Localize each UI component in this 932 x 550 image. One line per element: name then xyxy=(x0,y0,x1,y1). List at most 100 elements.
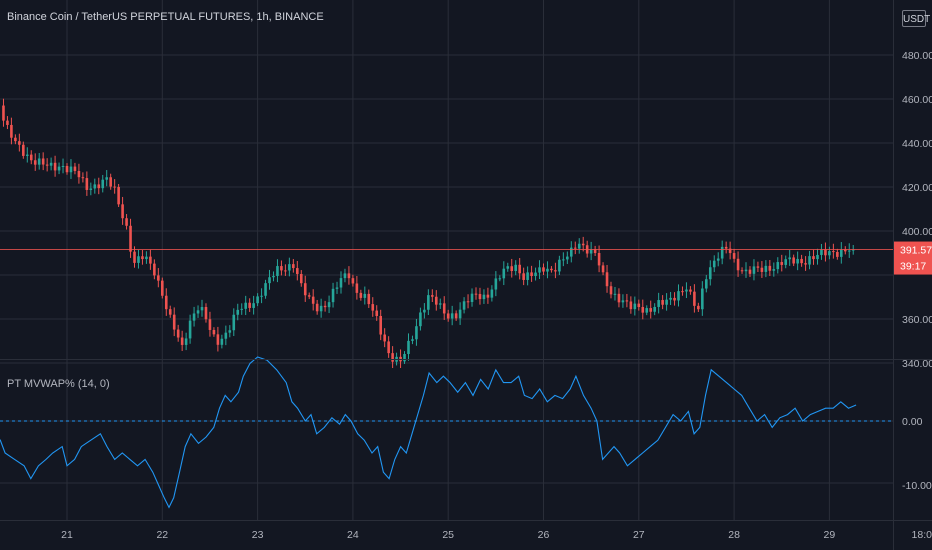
candle-body xyxy=(828,251,831,256)
price-tick-label: 420.00 xyxy=(902,182,932,194)
candle-body xyxy=(685,289,688,292)
candle-body xyxy=(25,154,29,156)
candle-body xyxy=(335,287,339,289)
candle-body xyxy=(200,307,204,311)
candle-body xyxy=(22,144,25,156)
candle-body xyxy=(661,300,664,305)
candle-body xyxy=(613,293,617,295)
candle-body xyxy=(681,291,684,293)
candle-body xyxy=(355,283,359,293)
candle-body xyxy=(530,272,533,277)
candle-body xyxy=(843,249,847,252)
candle-body xyxy=(851,249,855,251)
candle-body xyxy=(669,297,672,300)
candle-body xyxy=(637,303,641,308)
candle-body xyxy=(323,305,327,308)
candle-body xyxy=(526,272,529,280)
candle-body xyxy=(121,204,124,219)
candle-body xyxy=(466,301,470,303)
candle-body xyxy=(351,278,355,284)
candle-body xyxy=(792,257,795,264)
candle-body xyxy=(109,177,112,187)
candle-body xyxy=(740,270,744,272)
candle-body xyxy=(49,162,53,166)
candle-body xyxy=(129,225,132,252)
candle-body xyxy=(33,160,37,165)
price-tick-label: 440.00 xyxy=(902,138,932,150)
candle-body xyxy=(85,178,89,190)
indicator-title[interactable]: PT MVWAP% (14, 0) xyxy=(7,378,110,390)
candle-body xyxy=(69,166,73,173)
candle-body xyxy=(609,286,613,295)
candle-body xyxy=(73,166,77,171)
candle-body xyxy=(204,307,208,320)
candle-body xyxy=(474,293,478,295)
candle-body xyxy=(101,179,105,189)
candle-body xyxy=(712,260,716,268)
time-tick-label: 29 xyxy=(824,529,836,541)
candle-body xyxy=(331,288,335,303)
candle-body xyxy=(252,303,255,308)
candle-body xyxy=(427,295,430,310)
indicator-tick-label: -10.00 xyxy=(902,480,932,492)
candle-body xyxy=(546,268,549,272)
candle-body xyxy=(415,326,418,340)
symbol-title[interactable]: Binance Coin / TetherUS PERPETUAL FUTURE… xyxy=(7,11,324,23)
candle-body xyxy=(847,250,851,252)
price-tick-label: 400.00 xyxy=(902,226,932,238)
time-tick-label: 27 xyxy=(633,529,645,541)
candle-body xyxy=(720,246,724,259)
candle-body xyxy=(224,332,228,339)
mvwap-line xyxy=(0,356,857,509)
candle-body xyxy=(701,288,704,310)
candle-body xyxy=(343,273,347,279)
candle-body xyxy=(442,303,446,314)
candle-body xyxy=(168,309,172,315)
candle-body xyxy=(196,310,200,314)
candle-body xyxy=(161,280,164,296)
candle-body xyxy=(494,278,498,290)
candle-body xyxy=(29,154,33,161)
candle-body xyxy=(180,337,184,345)
candle-body xyxy=(97,184,101,189)
candle-body xyxy=(81,177,85,179)
candle-body xyxy=(450,313,454,319)
candle-body xyxy=(820,249,823,255)
candle-body xyxy=(276,266,279,276)
candle-body xyxy=(645,308,649,313)
candle-body xyxy=(431,295,434,297)
candle-body xyxy=(184,338,188,345)
candle-body xyxy=(550,268,553,271)
candle-body xyxy=(490,289,494,298)
candle-body xyxy=(736,258,740,271)
currency-button[interactable]: USDT xyxy=(902,10,930,27)
candle-body xyxy=(840,249,843,257)
candle-body xyxy=(292,264,295,269)
candle-body xyxy=(752,266,756,274)
candle-body xyxy=(347,273,351,279)
candle-body xyxy=(808,256,811,265)
candle-body xyxy=(419,312,422,327)
candle-body xyxy=(554,270,557,272)
candle-body xyxy=(434,296,438,305)
candle-body xyxy=(212,329,216,335)
candle-body xyxy=(145,256,148,260)
candle-body xyxy=(2,105,5,121)
candle-body xyxy=(438,303,442,305)
candle-body xyxy=(601,265,605,273)
candle-body xyxy=(522,273,525,280)
candle-body xyxy=(220,338,224,345)
candle-body xyxy=(37,158,41,165)
indicator-tick-label: 0.00 xyxy=(902,416,923,428)
price-tick-label: 360.00 xyxy=(902,314,932,326)
current-price-tag: 391.57 39:17 xyxy=(894,241,932,275)
candle-body xyxy=(581,243,585,246)
candle-body xyxy=(542,267,545,272)
candle-body xyxy=(728,248,732,254)
candle-body xyxy=(391,353,394,362)
candle-body xyxy=(597,252,601,266)
candle-body xyxy=(284,270,287,272)
